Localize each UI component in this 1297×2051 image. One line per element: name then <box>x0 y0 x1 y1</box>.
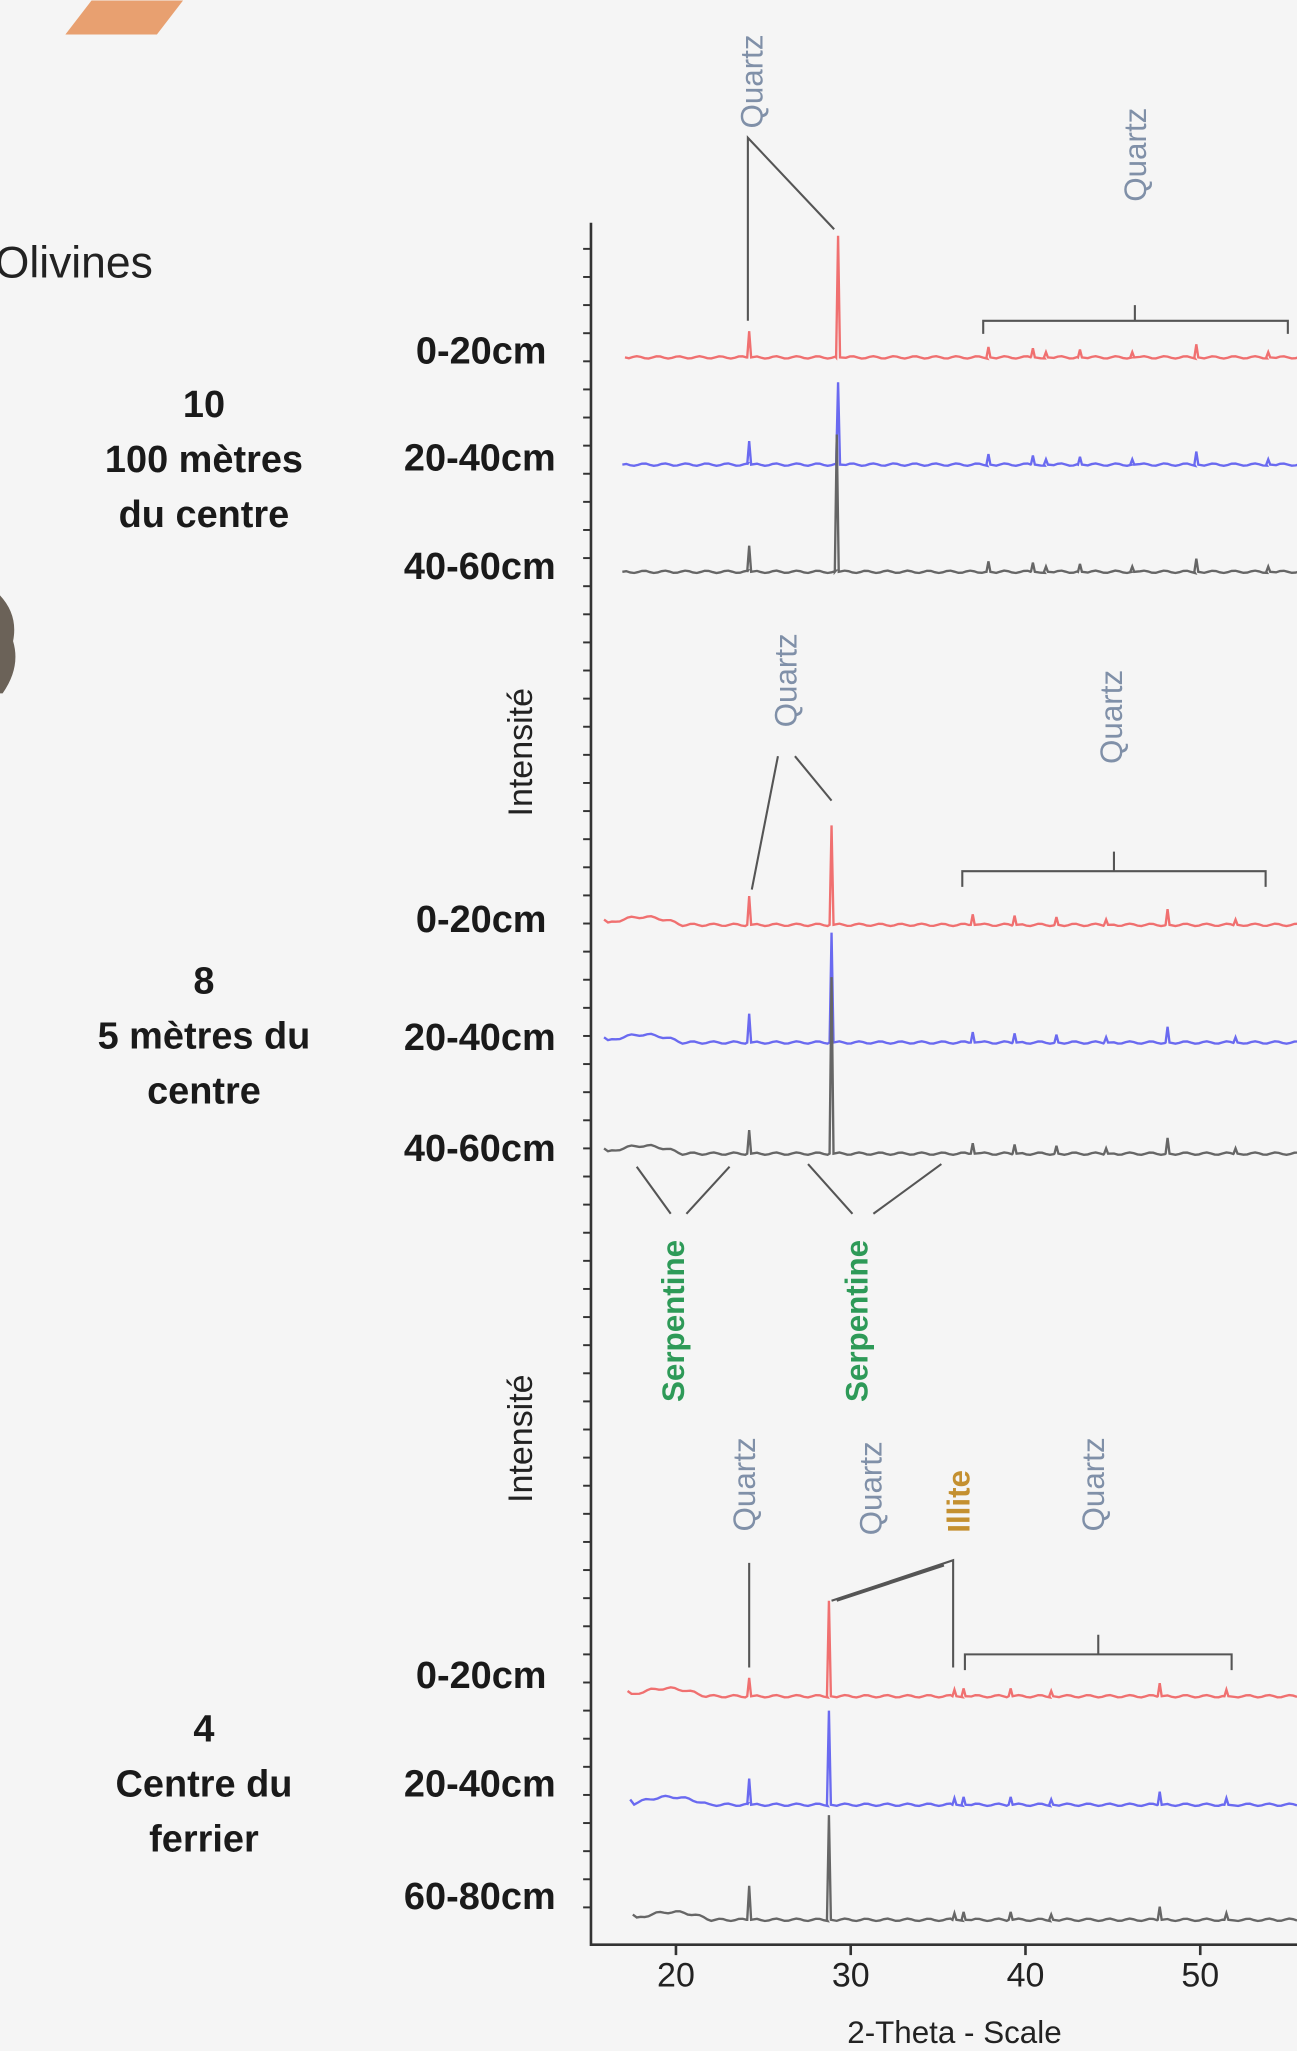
group-label: centre <box>147 1071 261 1113</box>
image-fragment <box>0 595 15 693</box>
depth-label: 60-80cm <box>404 1876 556 1918</box>
annotation: Quartz <box>1094 670 1129 764</box>
group-label: 10 <box>183 384 225 426</box>
group-label: 8 <box>193 961 214 1003</box>
x-tick-label: 40 <box>1007 1956 1045 1994</box>
spectrum <box>622 382 1297 466</box>
y-axis-title: Intensité <box>502 1374 540 1502</box>
y-axis-title: Intensité <box>502 688 540 816</box>
page: {"header": {"partial_label": "Olivines"}… <box>0 0 1297 2051</box>
annotation: Quartz <box>1118 108 1153 202</box>
spectrum <box>604 825 1297 926</box>
depth-label: 20-40cm <box>404 1017 556 1059</box>
leader <box>748 138 834 321</box>
group-label: du centre <box>119 494 290 536</box>
bracket <box>962 852 1265 887</box>
group-label: 100 mètres <box>105 439 303 481</box>
spectrum <box>625 236 1297 359</box>
spectrum <box>604 933 1297 1044</box>
depth-label: 20-40cm <box>404 1763 556 1805</box>
decoration <box>65 0 183 34</box>
annotation: Quartz <box>735 34 770 128</box>
x-axis-title: 2-Theta - Scale <box>847 2015 1061 2050</box>
partial-label: Olivines <box>0 239 153 288</box>
depth-label: 0-20cm <box>416 899 547 941</box>
group-label: 5 mètres du <box>98 1016 311 1058</box>
figure: Olivines 2-Theta - Scale Intensité Inten… <box>0 0 1297 2051</box>
bracket <box>965 1635 1232 1670</box>
spectrum <box>630 1711 1297 1806</box>
bracket <box>983 305 1288 334</box>
annotation: Serpentine <box>839 1240 874 1402</box>
annotation: Illite <box>941 1470 976 1533</box>
group-label: 4 <box>193 1709 214 1751</box>
spectrum <box>633 1815 1297 1921</box>
annotation: Serpentine <box>656 1240 691 1402</box>
leader <box>637 1164 942 1214</box>
x-tick-label: 20 <box>657 1956 695 1994</box>
annotation: Quartz <box>854 1441 889 1535</box>
depth-label: 0-20cm <box>416 1655 547 1697</box>
spectrum <box>604 977 1297 1155</box>
group-label: ferrier <box>149 1818 259 1860</box>
annotation: Quartz <box>727 1437 762 1531</box>
annotation: Quartz <box>769 633 804 727</box>
leader <box>752 756 832 889</box>
annotation: Quartz <box>1076 1437 1111 1531</box>
depth-label: 40-60cm <box>404 546 556 588</box>
depth-label: 40-60cm <box>404 1128 556 1170</box>
depth-label: 20-40cm <box>404 438 556 480</box>
x-tick-label: 50 <box>1181 1956 1219 1994</box>
leader <box>832 1560 954 1667</box>
spectrum <box>628 1601 1297 1698</box>
group-label: Centre du <box>116 1763 293 1805</box>
depth-label: 0-20cm <box>416 330 547 372</box>
x-tick-label: 30 <box>832 1956 870 1994</box>
